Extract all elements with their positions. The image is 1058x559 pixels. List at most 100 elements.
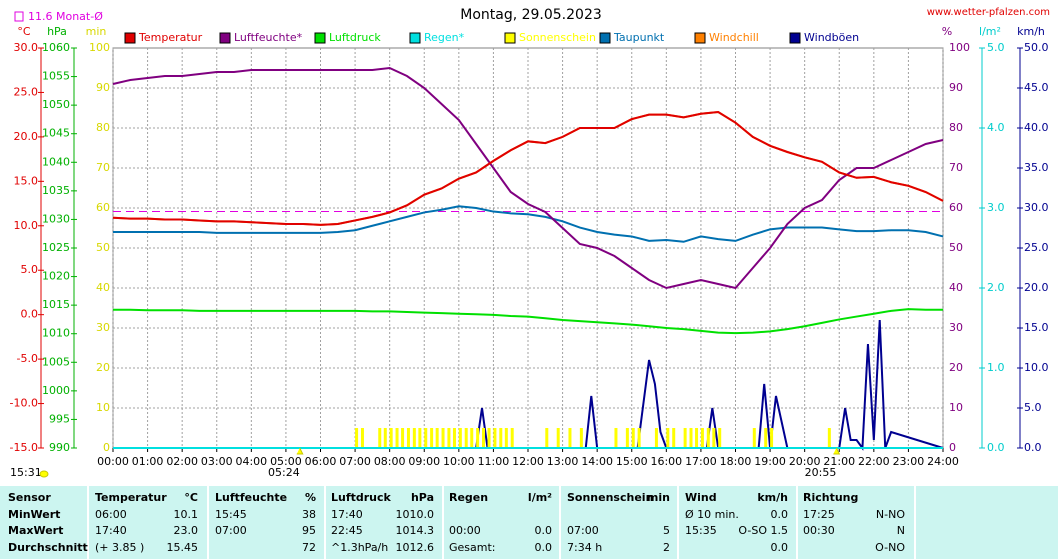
table-header: Luftdruck bbox=[331, 491, 392, 504]
sunshine-bar bbox=[395, 428, 399, 448]
table-header: l/m² bbox=[528, 491, 552, 504]
sunshine-bar bbox=[378, 428, 382, 448]
monthly-mean-icon bbox=[14, 11, 24, 22]
x-tick-label: 03:00 bbox=[201, 455, 233, 468]
y-tick-label: 5.0 bbox=[21, 263, 39, 276]
series-line bbox=[113, 205, 944, 243]
axis-unit: min bbox=[86, 25, 107, 38]
table-cell: 00:30 bbox=[803, 524, 835, 537]
sunshine-bar bbox=[412, 428, 416, 448]
table-cell: 7:34 h bbox=[567, 541, 602, 554]
sunshine-bar bbox=[827, 428, 831, 448]
legend-label: Luftdruck bbox=[329, 31, 381, 44]
table-header: hPa bbox=[411, 491, 434, 504]
sunshine-bar bbox=[712, 428, 716, 448]
sunshine-bar bbox=[360, 428, 364, 448]
y-tick-label: 40 bbox=[96, 281, 110, 294]
table-cell: O-NO bbox=[875, 541, 905, 554]
sunshine-bar bbox=[718, 428, 722, 448]
axis-unit: °C bbox=[17, 25, 31, 38]
x-tick-label: 23:00 bbox=[893, 455, 925, 468]
y-tick-label: 15.0 bbox=[1024, 321, 1049, 334]
table-cell: 22:45 bbox=[331, 524, 363, 537]
y-tick-label: 1050 bbox=[42, 98, 70, 111]
sunset-marker bbox=[833, 447, 841, 455]
y-tick-label: 50 bbox=[949, 241, 963, 254]
table-header: Luftfeuchte bbox=[215, 491, 287, 504]
x-tick-label: 17:00 bbox=[685, 455, 717, 468]
y-tick-label: 45.0 bbox=[1024, 81, 1049, 94]
sunshine-bar bbox=[770, 428, 774, 448]
y-tick-label: 30.0 bbox=[14, 41, 39, 54]
table-cell: 17:40 bbox=[95, 524, 127, 537]
y-tick-label: 70 bbox=[949, 161, 963, 174]
sunshine-bar bbox=[418, 428, 422, 448]
y-tick-label: 0.0 bbox=[987, 441, 1005, 454]
sunshine-bar bbox=[447, 428, 451, 448]
table-cell: MaxWert bbox=[8, 524, 63, 537]
table-header: Regen bbox=[449, 491, 488, 504]
legend-swatch bbox=[314, 32, 326, 44]
x-tick-label: 19:00 bbox=[754, 455, 786, 468]
source: www.wetter-pfalzen.com bbox=[927, 7, 1050, 18]
table-cell: 5 bbox=[663, 524, 670, 537]
table-cell: 17:25 bbox=[803, 508, 835, 521]
sunshine-bar bbox=[476, 428, 480, 448]
legend-label: Taupunkt bbox=[613, 31, 665, 44]
table-cell: 1010.0 bbox=[396, 508, 435, 521]
x-tick-label: 05:00 bbox=[270, 455, 302, 468]
y-tick-label: 30.0 bbox=[1024, 201, 1049, 214]
legend-swatch bbox=[789, 32, 801, 44]
y-tick-label: 1005 bbox=[42, 355, 70, 368]
y-tick-label: 100 bbox=[89, 41, 110, 54]
y-tick-label: 20.0 bbox=[1024, 281, 1049, 294]
y-tick-label: 1025 bbox=[42, 241, 70, 254]
table-cell: 1014.3 bbox=[396, 524, 435, 537]
y-tick-label: 10 bbox=[949, 401, 963, 414]
sunset-label: 20:55 bbox=[805, 466, 837, 479]
series-line bbox=[113, 319, 944, 451]
x-tick-label: 01:00 bbox=[132, 455, 164, 468]
table-cell: 1012.6 bbox=[396, 541, 435, 554]
x-tick-label: 21:00 bbox=[823, 455, 855, 468]
y-tick-label: 30 bbox=[949, 321, 963, 334]
y-tick-label: 5.0 bbox=[1024, 401, 1042, 414]
y-tick-label: 0 bbox=[103, 441, 110, 454]
table-cell: 00:00 bbox=[449, 524, 481, 537]
legend-swatch bbox=[599, 32, 611, 44]
sunshine-bar bbox=[764, 428, 768, 448]
sunshine-bar bbox=[383, 428, 387, 448]
y-tick-label: 40 bbox=[949, 281, 963, 294]
sunshine-bar bbox=[458, 428, 462, 448]
sunshine-bar bbox=[631, 428, 635, 448]
legend-label: Windchill bbox=[709, 31, 759, 44]
table-cell: 0.0 bbox=[771, 541, 789, 554]
table-cell: N-NO bbox=[876, 508, 905, 521]
table-cell: 23.0 bbox=[174, 524, 199, 537]
table-cell: 0.0 bbox=[535, 541, 553, 554]
x-tick-label: 02:00 bbox=[166, 455, 198, 468]
table-header: °C bbox=[184, 491, 198, 504]
y-tick-label: 1.0 bbox=[987, 361, 1005, 374]
table-cell: 06:00 bbox=[95, 508, 127, 521]
sunshine-bar bbox=[637, 428, 641, 448]
table-header: Sensor bbox=[8, 491, 51, 504]
table-cell: 0.0 bbox=[771, 508, 789, 521]
y-tick-label: -5.0 bbox=[17, 352, 38, 365]
sunshine-bar bbox=[504, 428, 508, 448]
table-cell: 07:00 bbox=[567, 524, 599, 537]
y-tick-label: 1030 bbox=[42, 212, 70, 225]
x-tick-label: 08:00 bbox=[374, 455, 406, 468]
sunshine-bar bbox=[614, 428, 618, 448]
table-cell: 38 bbox=[302, 508, 316, 521]
table-cell: 2 bbox=[663, 541, 670, 554]
monthly-mean-label: 11.6 Monat-Ø bbox=[28, 10, 103, 23]
table-cell: 0.0 bbox=[535, 524, 553, 537]
y-tick-label: 4.0 bbox=[987, 121, 1005, 134]
sunshine-bar bbox=[389, 428, 393, 448]
table-header: km/h bbox=[757, 491, 788, 504]
chart-title: Montag, 29.05.2023 bbox=[460, 7, 602, 23]
y-tick-label: 10 bbox=[96, 401, 110, 414]
table-cell: 95 bbox=[302, 524, 316, 537]
legend-swatch bbox=[219, 32, 231, 44]
